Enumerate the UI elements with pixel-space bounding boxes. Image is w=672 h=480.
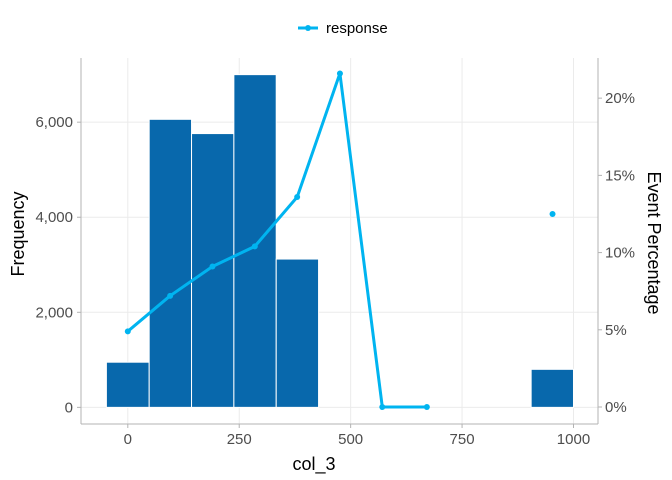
- response-point: [336, 70, 343, 77]
- y2-tick-label: 20%: [605, 90, 635, 107]
- histogram-bars: [105, 74, 574, 408]
- x-tick-label: 500: [338, 431, 363, 448]
- x-tick-label: 0: [124, 431, 132, 448]
- y2-tick-label: 5%: [605, 322, 627, 339]
- axes: 0 250 500 750 1000 0 2,000 4,000 6,000 0% 5% 10% 15%…: [35, 58, 635, 448]
- response-point: [423, 404, 430, 411]
- legend: response: [298, 20, 388, 37]
- response-point: [167, 292, 174, 299]
- response-line: [126, 71, 427, 409]
- y2-tick-label: 0%: [605, 399, 627, 416]
- y2-axis-title: Event Percentage: [644, 171, 664, 314]
- histogram-bar: [275, 258, 320, 408]
- y-tick-label: 2,000: [35, 304, 73, 321]
- y2-tick-label: 15%: [605, 167, 635, 184]
- y-tick-label: 4,000: [35, 209, 73, 226]
- y-tick-label: 6,000: [35, 114, 73, 131]
- x-axis-title: col_3: [292, 454, 335, 475]
- histogram-bar: [530, 368, 574, 408]
- y2-tick-label: 10%: [605, 245, 635, 262]
- line-series: [124, 70, 556, 411]
- response-point: [549, 210, 556, 217]
- x-tick-label: 250: [227, 431, 252, 448]
- histogram-bar: [233, 74, 277, 408]
- response-point: [379, 404, 386, 411]
- response-point: [209, 263, 216, 270]
- response-point: [124, 328, 131, 335]
- histogram-bar: [191, 133, 235, 408]
- response-point: [294, 193, 301, 200]
- histogram-bar: [105, 361, 150, 408]
- x-tick-label: 1000: [557, 431, 590, 448]
- legend-label: response: [326, 20, 388, 37]
- legend-marker: [305, 25, 311, 31]
- x-tick-label: 750: [450, 431, 475, 448]
- histogram-bar: [148, 118, 193, 408]
- response-point: [251, 243, 258, 250]
- y-tick-label: 0: [65, 399, 73, 416]
- y-axis-title: Frequency: [8, 191, 28, 276]
